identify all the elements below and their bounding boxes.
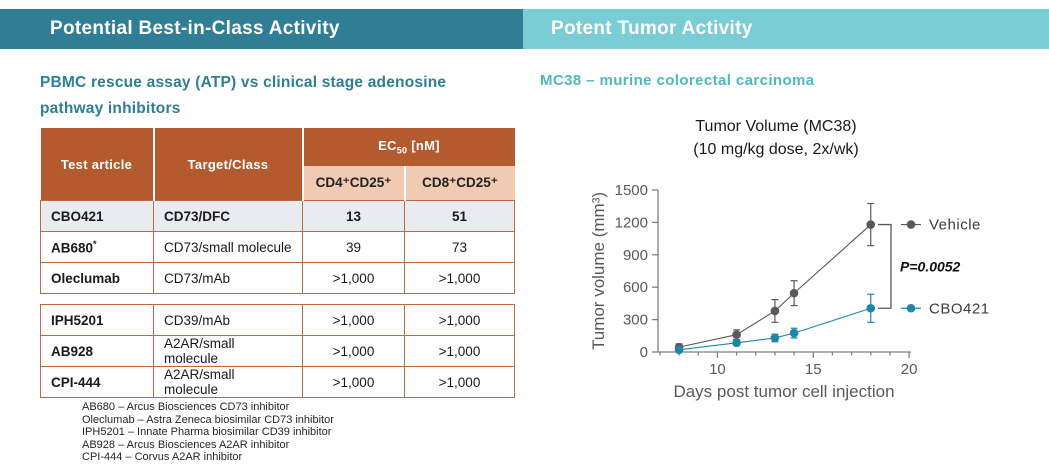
svg-text:Tumor Volume (MC38): Tumor Volume (MC38)	[695, 118, 856, 135]
table-row: CBO421 CD73/DFC 13 51	[40, 200, 515, 232]
data-point	[866, 220, 876, 229]
series-vehicle	[674, 202, 876, 352]
legend-label-cbo421: CBO421	[929, 300, 990, 317]
footnote-line: Oleclumab – Astra Zeneca biosimilar CD73…	[82, 413, 334, 426]
footnote-line: AB680 – Arcus Biosciences CD73 inhibitor	[82, 401, 290, 413]
svg-text:(10 mg/kg dose, 2x/wk): (10 mg/kg dose, 2x/wk)	[693, 141, 858, 158]
ec50-subscript: 50	[396, 145, 408, 156]
y-axis-label: Tumor volume (mm³)	[589, 192, 608, 350]
assay-table-main: Test article Target/Class EC50 [nM] CD4⁺…	[40, 128, 515, 294]
y-tick-label: 900	[623, 247, 648, 264]
y-tick-label: 0	[640, 344, 648, 361]
col-header-cd4cd25: CD4⁺CD25⁺	[302, 166, 406, 201]
cell-target-class: CD73/mAb	[153, 262, 303, 294]
data-point	[866, 303, 876, 313]
y-tick-label: 600	[623, 279, 648, 296]
data-point	[732, 338, 741, 348]
footnote-line: AB928 – Arcus Biosciences A2AR inhibitor	[82, 438, 290, 451]
assay-subtitle-line2: pathway inhibitors	[40, 100, 181, 117]
left-header-bar: Potential Best-in-Class Activity	[0, 9, 523, 49]
cell-test-article: CPI-444	[40, 366, 154, 398]
cell-ec50-cd4: 13	[302, 200, 405, 232]
x-tick-label: 15	[805, 361, 822, 378]
x-axis-label: Days post tumor cell injection	[673, 382, 894, 401]
cell-target-class: CD39/mAb	[153, 304, 303, 336]
table-row: AB680* CD73/small molecule 39 73	[40, 231, 515, 263]
cell-test-article: IPH5201	[40, 304, 154, 336]
chart-legend: Vehicle CBO421	[901, 217, 990, 317]
legend-marker-vehicle	[906, 220, 916, 229]
data-point	[732, 330, 741, 340]
data-point	[674, 345, 684, 355]
cell-test-article: Oleclumab	[40, 262, 154, 294]
cell-ec50-cd4: >1,000	[302, 366, 405, 398]
chart-title: Tumor Volume (MC38) (10 mg/kg dose, 2x/wk…	[693, 118, 858, 158]
series-cbo421	[674, 293, 876, 355]
legend-marker-cbo421	[906, 303, 916, 313]
cell-ec50-cd4: >1,000	[302, 262, 405, 294]
ec50-suffix: [nM]	[407, 138, 440, 154]
table-row: Oleclumab CD73/mAb >1,000 >1,000	[40, 262, 515, 294]
cell-target-class: A2AR/small molecule	[153, 366, 303, 398]
p-value-annotation: P=0.0052	[900, 258, 961, 274]
data-point	[770, 306, 780, 316]
y-tick-label: 1200	[615, 214, 648, 231]
cell-target-class: A2AR/small molecule	[153, 335, 303, 367]
cell-ec50-cd8: >1,000	[404, 304, 515, 336]
tumor-volume-chart: Tumor Volume (MC38) (10 mg/kg dose, 2x/wk…	[589, 118, 990, 401]
chart-axes: 0 300 600 900 1200 1500 10 15 20 Days post tumor …	[589, 182, 917, 401]
col-header-target-class: Target/Class	[153, 128, 304, 201]
data-point	[770, 333, 780, 343]
assay-subtitle-line1: PBMC rescue assay (ATP) vs clinical stag…	[40, 74, 447, 91]
cell-ec50-cd4: >1,000	[302, 304, 405, 336]
table-row: CPI-444 A2AR/small molecule >1,000 >1,000	[40, 366, 515, 398]
col-header-cd8cd25: CD8⁺CD25⁺	[404, 166, 515, 201]
cell-test-article: CBO421	[40, 200, 154, 232]
data-point	[789, 288, 799, 298]
assay-subtitle: PBMC rescue assay (ATP) vs clinical stag…	[40, 70, 510, 122]
footnote-marker: *	[93, 238, 97, 249]
footnote-line: IPH5201 – Innate Pharma biosimilar CD39 …	[82, 426, 332, 438]
ec50-prefix: EC	[378, 138, 397, 154]
x-tick-label: 20	[901, 361, 918, 378]
y-tick-label: 1500	[615, 182, 648, 199]
y-tick-label: 300	[623, 312, 648, 329]
x-tick-label: 10	[709, 361, 726, 378]
cell-ec50-cd8: >1,000	[404, 335, 515, 367]
footnotes: AB680 – Arcus Biosciences CD73 inhibitor…	[82, 401, 334, 464]
table-row: AB928 A2AR/small molecule >1,000 >1,000	[40, 335, 515, 367]
cell-ec50-cd4: 39	[302, 231, 405, 263]
cell-test-article: AB928	[40, 335, 154, 367]
table-row: IPH5201 CD39/mAb >1,000 >1,000	[40, 304, 515, 336]
cell-ec50-cd8: 73	[404, 231, 515, 263]
col-header-test-article: Test article	[40, 128, 155, 201]
cell-target-class: CD73/DFC	[153, 200, 303, 232]
assay-table-secondary: IPH5201 CD39/mAb >1,000 >1,000 AB928 A2AR/sma…	[40, 304, 515, 398]
legend-label-vehicle: Vehicle	[929, 217, 981, 234]
cell-ec50-cd4: >1,000	[302, 335, 405, 367]
significance-bracket: P=0.0052	[878, 223, 961, 309]
cell-target-class: CD73/small molecule	[153, 231, 303, 263]
right-header-title: Potent Tumor Activity	[551, 18, 753, 39]
data-point	[789, 328, 799, 338]
left-header-title: Potential Best-in-Class Activity	[50, 18, 340, 39]
cell-test-article: AB680*	[40, 231, 154, 263]
col-header-ec50: EC50 [nM]	[302, 128, 515, 166]
right-header-bar: Potent Tumor Activity	[523, 9, 1049, 49]
mc38-subtitle: MC38 – murine colorectal carcinoma	[540, 72, 815, 89]
cell-ec50-cd8: >1,000	[404, 366, 515, 398]
cell-ec50-cd8: >1,000	[404, 262, 515, 294]
footnote-line: CPI-444 – Corvus A2AR inhibitor	[82, 451, 243, 463]
cell-ec50-cd8: 51	[404, 200, 515, 232]
